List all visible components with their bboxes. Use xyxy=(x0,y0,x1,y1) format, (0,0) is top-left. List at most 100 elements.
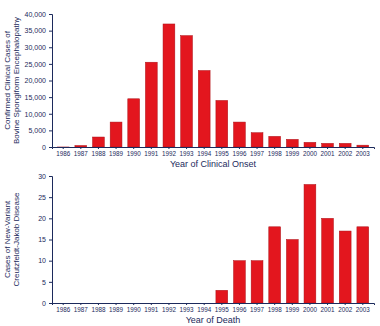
bar xyxy=(304,142,316,147)
tick-mark xyxy=(49,64,52,65)
tick-label: 2001 xyxy=(321,150,336,157)
tick-label: 1991 xyxy=(144,306,159,313)
tick-mark xyxy=(257,147,258,149)
tick-label: 1994 xyxy=(197,150,212,157)
tick-label: 10,000 xyxy=(25,110,47,117)
tick-label: 1986 xyxy=(56,150,71,157)
tick-mark xyxy=(327,303,328,305)
tick-mark xyxy=(362,303,363,305)
tick-label: 1994 xyxy=(197,306,212,313)
tick-mark xyxy=(49,114,52,115)
tick-label: 1992 xyxy=(162,150,177,157)
tick: 1989 xyxy=(109,303,124,313)
tick-mark xyxy=(327,147,328,149)
tick: 25 xyxy=(38,194,52,201)
tick: 20 xyxy=(38,215,52,222)
x-axis-title: Year of Death xyxy=(186,315,241,325)
tick-mark xyxy=(49,97,52,98)
y-axis-title: Confirmed Clinical Cases of xyxy=(3,30,12,129)
tick-label: 1997 xyxy=(250,150,265,157)
bar xyxy=(286,240,298,304)
bar xyxy=(75,146,87,147)
tick-label: 20,000 xyxy=(25,77,47,84)
tick: 2003 xyxy=(356,303,371,313)
tick-mark xyxy=(116,147,117,149)
tick: 1994 xyxy=(197,303,212,313)
tick: 1987 xyxy=(74,303,89,313)
bar xyxy=(57,303,69,304)
tick-label: 2000 xyxy=(303,306,318,313)
tick: 1989 xyxy=(109,147,124,157)
tick-label: 1986 xyxy=(56,306,71,313)
tick-mark xyxy=(98,147,99,149)
tick-label: 1995 xyxy=(215,150,230,157)
tick-mark xyxy=(63,303,64,305)
tick: 5 xyxy=(42,279,52,286)
x-axis-title: Year of Clinical Onset xyxy=(170,159,257,169)
bar xyxy=(251,133,263,147)
tick: 2001 xyxy=(321,303,336,313)
tick-label: 0 xyxy=(42,144,46,151)
tick-mark xyxy=(49,147,52,148)
tick-label: 1988 xyxy=(91,306,106,313)
tick-mark xyxy=(204,303,205,305)
tick-label: 20 xyxy=(38,215,46,222)
bar xyxy=(198,303,210,304)
tick: 1998 xyxy=(268,147,283,157)
bar xyxy=(128,303,140,304)
bar xyxy=(216,100,228,147)
tick-mark xyxy=(49,282,52,283)
tick-label: 35,000 xyxy=(25,27,47,34)
bar xyxy=(163,303,175,304)
bar xyxy=(304,184,316,303)
tick-label: 1987 xyxy=(74,306,89,313)
x-axis: 1986198719881989199019911992199319941995… xyxy=(53,147,375,157)
tick: 1993 xyxy=(180,303,195,313)
tick: 2002 xyxy=(338,303,353,313)
axis-line xyxy=(53,304,375,306)
tick-label: 10 xyxy=(38,257,46,264)
axis-line xyxy=(49,15,53,148)
tick-mark xyxy=(49,240,52,241)
bar xyxy=(145,62,157,147)
tick: 1998 xyxy=(268,303,283,313)
tick: 1995 xyxy=(215,303,230,313)
tick-mark xyxy=(49,197,52,198)
tick-label: 0 xyxy=(42,300,46,307)
tick: 15 xyxy=(38,236,52,243)
bar xyxy=(145,303,157,304)
y-axis: 05,00010,00015,00020,00025,00030,00035,0… xyxy=(25,11,53,151)
tick-label: 2003 xyxy=(356,150,371,157)
y-axis-title: Cases of New-Variant xyxy=(3,200,12,278)
tick: 40,000 xyxy=(25,11,52,18)
tick-mark xyxy=(221,303,222,305)
bar xyxy=(322,218,334,303)
tick: 1988 xyxy=(91,303,106,313)
tick-label: 2002 xyxy=(338,150,353,157)
bar xyxy=(181,36,193,147)
tick: 0 xyxy=(42,144,52,151)
tick: 2003 xyxy=(356,147,371,157)
tick: 1995 xyxy=(215,147,230,157)
tick-mark xyxy=(116,303,117,305)
tick-label: 15 xyxy=(38,236,46,243)
tick-label: 1993 xyxy=(180,150,195,157)
axis-line xyxy=(53,148,375,150)
tick-mark xyxy=(292,147,293,149)
bar xyxy=(269,227,281,303)
bar xyxy=(181,303,193,304)
tick-mark xyxy=(221,147,222,149)
bar xyxy=(357,227,369,303)
tick: 10,000 xyxy=(25,110,52,117)
tick-mark xyxy=(49,130,52,131)
bar xyxy=(163,24,175,147)
tick: 1999 xyxy=(285,147,300,157)
tick-label: 1989 xyxy=(109,306,124,313)
tick-label: 1990 xyxy=(127,150,142,157)
bar xyxy=(251,261,263,303)
tick-mark xyxy=(168,147,169,149)
tick: 2000 xyxy=(303,303,318,313)
tick: 1986 xyxy=(56,303,71,313)
bar xyxy=(286,139,298,147)
tick-mark xyxy=(186,303,187,305)
